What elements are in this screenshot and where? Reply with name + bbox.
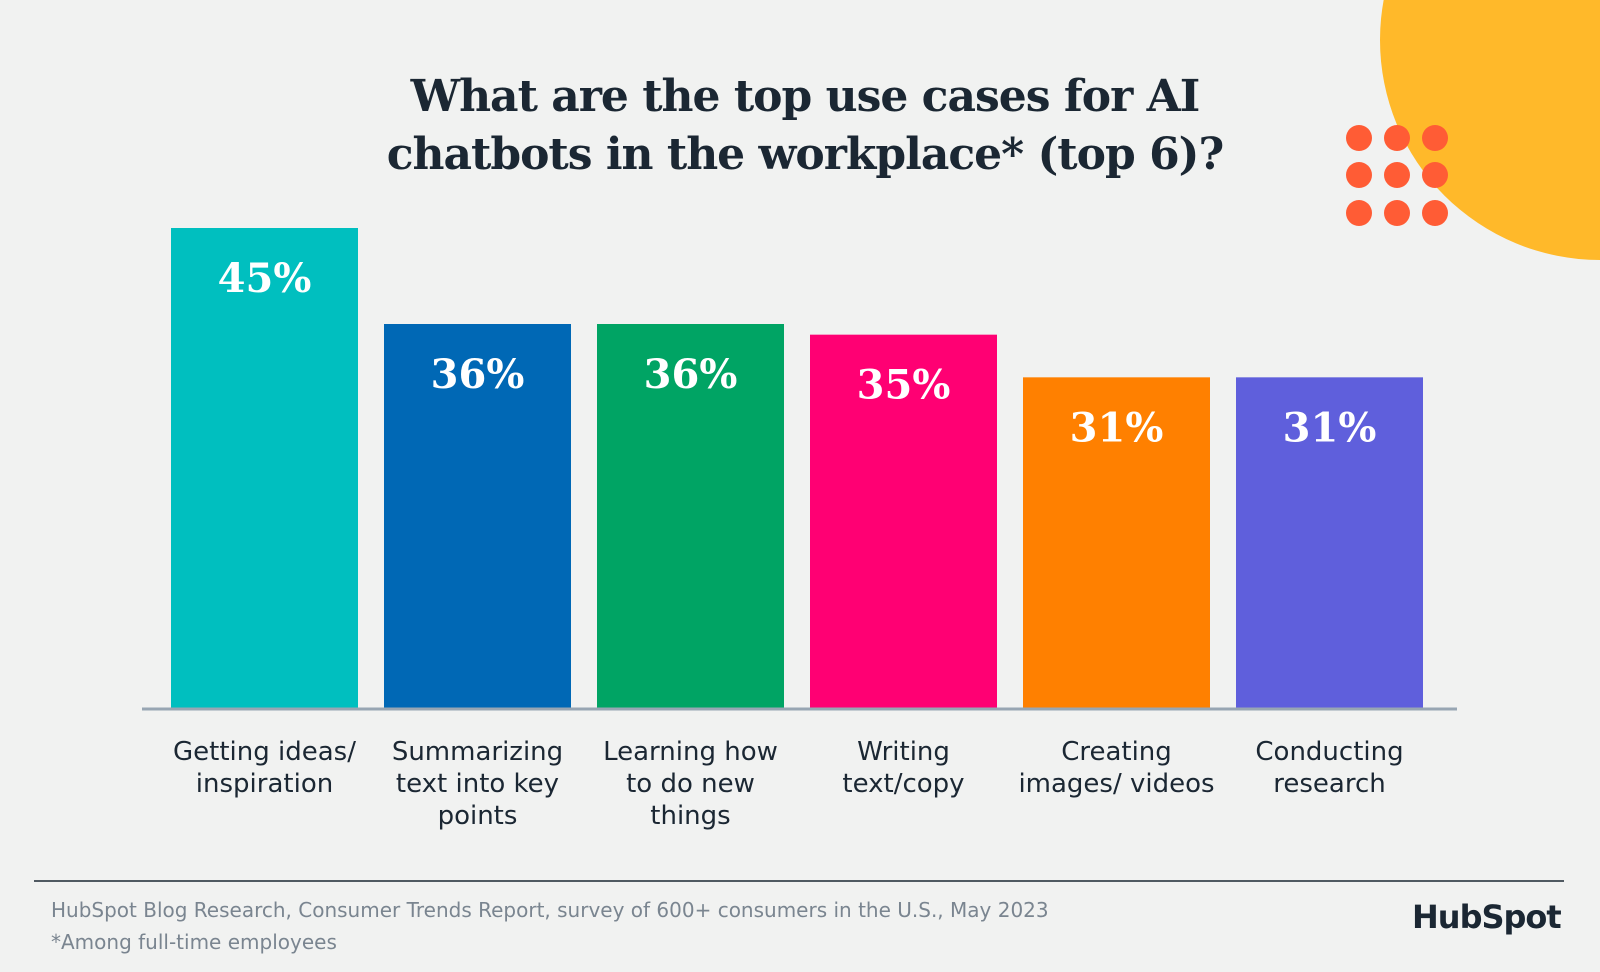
decor-dots [1346, 125, 1448, 226]
bar [1236, 377, 1423, 708]
x-tick-label: Getting ideas/ inspiration [173, 737, 356, 799]
footnote: *Among full-time employees [51, 930, 337, 954]
value-label: 31% [1283, 404, 1377, 451]
x-tick-label: Conducting research [1255, 737, 1404, 799]
x-tick-label: Summarizing text into key points [391, 737, 564, 831]
x-tick-label: Creating images/ videos [1018, 737, 1215, 799]
chart-title: What are the top use cases for AI chatbo… [386, 71, 1225, 180]
value-label: 45% [218, 255, 312, 302]
value-label: 36% [431, 351, 525, 398]
x-tick-label: Learning how to do new things [603, 737, 778, 831]
bar [1023, 377, 1210, 708]
source-note: HubSpot Blog Research, Consumer Trends R… [51, 898, 1049, 922]
brand-logo: HubSpot [1412, 898, 1562, 936]
bar [597, 324, 784, 708]
value-label: 35% [857, 362, 951, 409]
value-label: 31% [1070, 404, 1164, 451]
bar [384, 324, 571, 708]
x-tick-label: Writing text/copy [842, 737, 965, 799]
bar [171, 228, 358, 708]
bar [810, 334, 997, 708]
decor-circle [1380, 0, 1600, 260]
value-label: 36% [644, 351, 738, 398]
